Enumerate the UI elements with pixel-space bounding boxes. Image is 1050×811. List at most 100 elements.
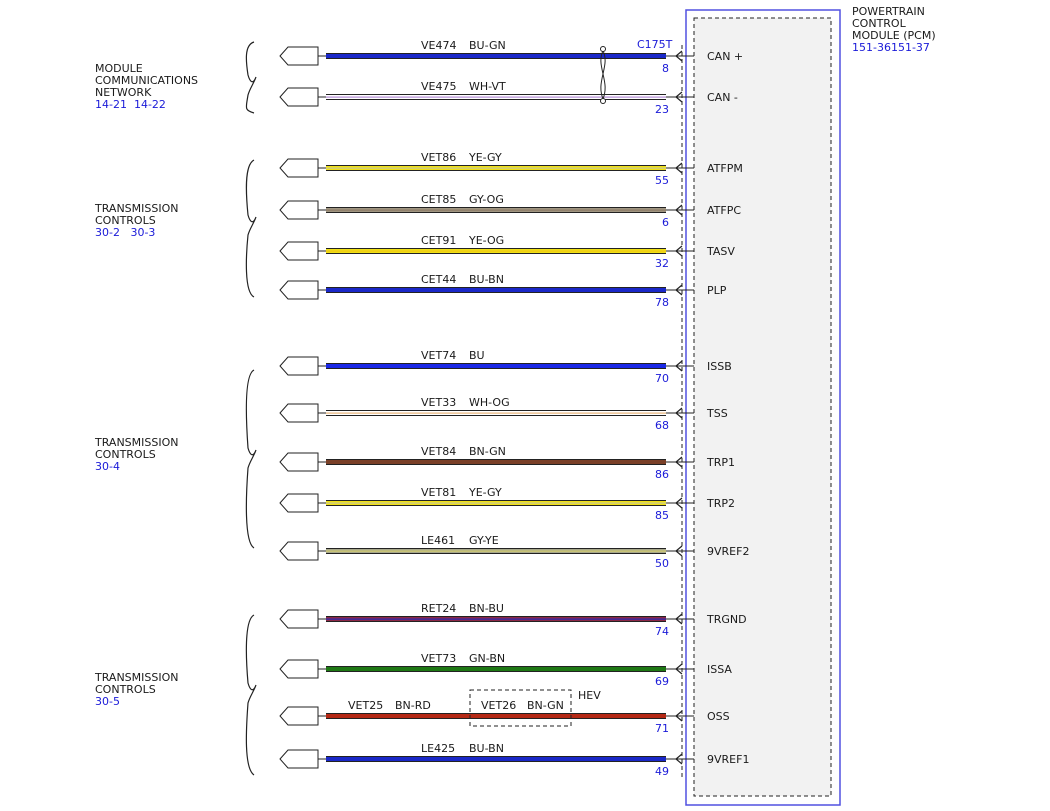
pin-number: 6 <box>662 216 669 229</box>
connector-id[interactable]: C175T <box>637 38 673 51</box>
group-3-brace <box>245 369 257 549</box>
wire-color-code: GN-BN <box>469 652 505 665</box>
group-1-line-2: COMMUNICATIONS <box>95 74 198 87</box>
hev-tag: HEV <box>578 689 601 702</box>
pin-number: 86 <box>655 468 669 481</box>
pin-arrow-icon <box>675 162 683 174</box>
pin-arrow-icon <box>675 545 683 557</box>
pin-arrow-icon <box>675 204 683 216</box>
group-3-ref[interactable]: 30-4 <box>95 460 120 473</box>
inline-connector-icon <box>279 46 319 66</box>
wire-stripe <box>326 461 666 463</box>
group-1-brace <box>245 41 257 114</box>
pin-number: 71 <box>655 722 669 735</box>
pin-number: 68 <box>655 419 669 432</box>
pin-arrow-icon <box>675 456 683 468</box>
group-1-line-3: NETWORK <box>95 86 152 99</box>
wire-stripe <box>326 289 666 291</box>
signal-name: CAN - <box>707 91 738 104</box>
pin-number: 55 <box>655 174 669 187</box>
pcm-title-line-3: MODULE (PCM) <box>852 29 936 42</box>
wire-stripe <box>326 209 666 211</box>
circuit-id: VE475 <box>421 80 456 93</box>
inline-connector-icon <box>279 706 319 726</box>
pin-number: 32 <box>655 257 669 270</box>
circuit-id: VET25 <box>348 699 383 712</box>
hev-alt-box <box>469 689 572 727</box>
wire-color-code: BU <box>469 349 485 362</box>
alt-wire-color-code: BN-GN <box>527 699 564 712</box>
inline-connector-icon <box>279 541 319 561</box>
circuit-id: VET86 <box>421 151 456 164</box>
circuit-id: VET74 <box>421 349 456 362</box>
wire-color-code: WH-OG <box>469 396 510 409</box>
pin-arrow-icon <box>675 284 683 296</box>
inline-connector-icon <box>279 241 319 261</box>
signal-name: 9VREF2 <box>707 545 749 558</box>
pcm-inner-box <box>693 17 832 797</box>
inline-connector-icon <box>279 493 319 513</box>
signal-name: TRP1 <box>706 456 735 469</box>
circuit-id: RET24 <box>421 602 456 615</box>
pin-arrow-icon <box>675 50 683 62</box>
pin-arrow-icon <box>675 753 683 765</box>
pin-arrow-icon <box>675 91 683 103</box>
wire-stripe <box>326 167 666 169</box>
signal-name: ISSA <box>707 663 732 676</box>
signal-name: ATFPM <box>707 162 743 175</box>
circuit-id: VET73 <box>421 652 456 665</box>
wire-stripe <box>326 668 666 670</box>
wire-color-code: BU-BN <box>469 742 504 755</box>
circuit-id: CET44 <box>421 273 456 286</box>
group-4-line-2: CONTROLS <box>95 683 156 696</box>
wire-color-code: BN-GN <box>469 445 506 458</box>
inline-connector-icon <box>279 452 319 472</box>
group-4-brace <box>245 614 257 776</box>
wire-color-code: YE-GY <box>468 486 502 499</box>
group-3-line-2: CONTROLS <box>95 448 156 461</box>
wire-stripe <box>326 250 666 252</box>
wire-stripe <box>326 502 666 504</box>
wire-color-code: BN-BU <box>469 602 504 615</box>
inline-connector-icon <box>279 659 319 679</box>
pin-number: 70 <box>655 372 669 385</box>
pin-number: 50 <box>655 557 669 570</box>
circuit-id: CET85 <box>421 193 456 206</box>
alt-circuit-id: VET26 <box>481 699 516 712</box>
wire-color-code: GY-OG <box>469 193 504 206</box>
wire-stripe <box>326 715 666 717</box>
wire-color-code: YE-GY <box>468 151 502 164</box>
pin-arrow-icon <box>675 663 683 675</box>
wire-color-code: WH-VT <box>469 80 506 93</box>
signal-name: TASV <box>706 245 735 258</box>
wire-stripe <box>326 365 666 367</box>
inline-connector-icon <box>279 158 319 178</box>
group-2-ref[interactable]: 30-2 30-3 <box>95 226 155 239</box>
wire-color-code: BN-RD <box>395 699 431 712</box>
group-2-line-1: TRANSMISSION <box>94 202 178 215</box>
pin-number: 74 <box>655 625 669 638</box>
twisted-pair-icon <box>600 46 606 104</box>
pcm-title-line-1: POWERTRAIN <box>852 5 925 18</box>
wire-group: VE474 BU-GN 8 CAN + VE475 WH-VT 23 CAN - VET86 YE… <box>279 39 749 778</box>
wire-color-code: BU-GN <box>469 39 506 52</box>
inline-connector-icon <box>279 609 319 629</box>
inline-connector-icon <box>279 87 319 107</box>
pin-arrow-icon <box>675 710 683 722</box>
group-1-ref[interactable]: 14-21 14-22 <box>95 98 166 111</box>
pcm-title-line-2: CONTROL <box>852 17 907 30</box>
pin-arrow-icon <box>675 613 683 625</box>
pcm-reference[interactable]: 151-36151-37 <box>852 41 930 54</box>
inline-connector-icon <box>279 403 319 423</box>
signal-name: OSS <box>707 710 730 723</box>
pin-number: 78 <box>655 296 669 309</box>
group-4-ref[interactable]: 30-5 <box>95 695 120 708</box>
inline-connector-icon <box>279 356 319 376</box>
pin-arrow-icon <box>675 245 683 257</box>
signal-name: TRP2 <box>706 497 735 510</box>
circuit-id: LE461 <box>421 534 455 547</box>
signal-name: TSS <box>706 407 728 420</box>
signal-name: ATFPC <box>707 204 741 217</box>
group-4-line-1: TRANSMISSION <box>94 671 178 684</box>
group-2-brace <box>245 159 257 298</box>
